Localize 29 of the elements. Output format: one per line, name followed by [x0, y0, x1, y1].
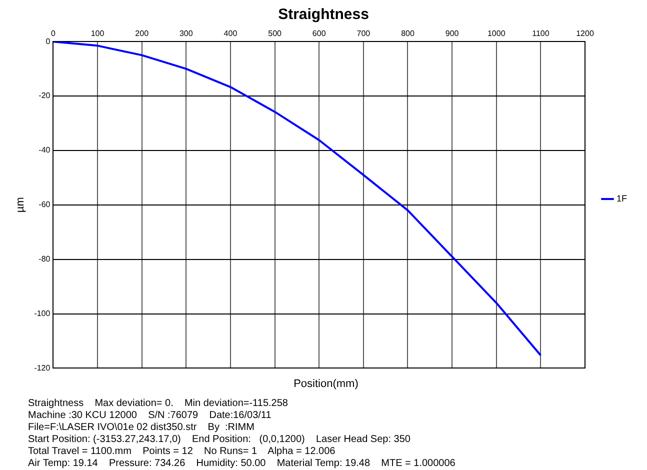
x-tick-label: 700 [356, 29, 371, 38]
text: File=F:\LASER IVO\01e 02 dist350.str By :RIMM [28, 422, 256, 434]
x-tick-label: 300 [179, 29, 194, 38]
y-axis-title: µm [14, 197, 27, 213]
y-tick-label: 0 [46, 36, 51, 46]
y-tick-label: -60 [38, 200, 51, 210]
x-tick-label: 800 [401, 29, 415, 38]
x-tick-label: 400 [224, 29, 238, 38]
text: Air Temp: 19.14 Pressure: 734.26 Humidity: 50.00 Material Temp: 19.48 MTE = 1.000006 [28, 458, 456, 470]
x-tick-label: 500 [268, 29, 282, 38]
y-tick-label: -20 [38, 91, 51, 100]
x-axis-title: Position(mm) [292, 378, 360, 390]
text: Total Travel = 1100.mm Points = 12 No Runs= 1 Alpha = 12.006 [28, 446, 336, 458]
x-tick-label: 1100 [532, 29, 550, 38]
text: Machine :30 KCU 12000 S/N :76079 Date:16/03/11 [28, 410, 272, 422]
legend-label: 1F [616, 193, 628, 204]
x-tick-label: 200 [135, 29, 150, 38]
text: Start Position: (-3153.27,243.17,0) End Position: (0,0,1200) Laser Head Sep: 350 [28, 434, 412, 446]
y-tick-label: -100 [34, 308, 51, 318]
x-tick-label: 1200 [576, 29, 594, 38]
x-tick-label: 900 [445, 29, 460, 38]
x-tick-label: 100 [90, 29, 105, 38]
x-tick-label: 600 [312, 29, 326, 38]
y-tick-label: -80 [38, 254, 51, 264]
chart-title: Straightness [277, 6, 370, 23]
text: Straightness Max deviation= 0. Min deviation=-115.258 [28, 398, 289, 410]
y-tick-label: -40 [38, 146, 51, 155]
y-tick-label: -120 [34, 363, 51, 372]
x-tick-label: 1000 [487, 29, 506, 38]
